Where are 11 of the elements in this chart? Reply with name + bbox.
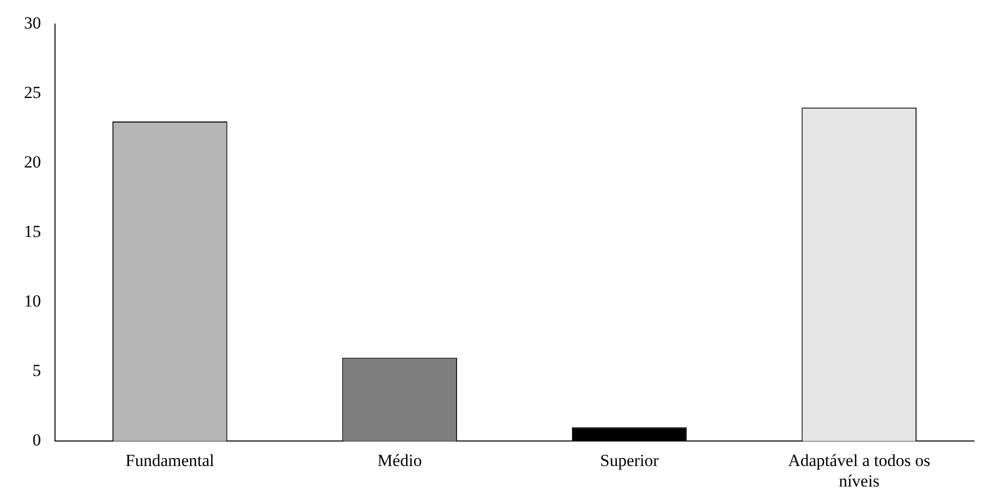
x-tick-label: Superior: [600, 450, 659, 470]
x-tick-label: Adaptável a todos os níveis: [788, 450, 930, 490]
y-tick-label: 25: [24, 83, 41, 102]
x-tick-label: Fundamental: [125, 450, 215, 470]
y-tick-label: 5: [32, 361, 41, 380]
y-tick-label: 0: [32, 430, 41, 450]
y-tick-label: 10: [24, 292, 41, 311]
x-tick-label: Médio: [377, 450, 422, 470]
y-tick-label: 15: [24, 222, 41, 242]
y-tick-label: 30: [24, 14, 41, 33]
y-tick-label: 20: [24, 152, 41, 172]
